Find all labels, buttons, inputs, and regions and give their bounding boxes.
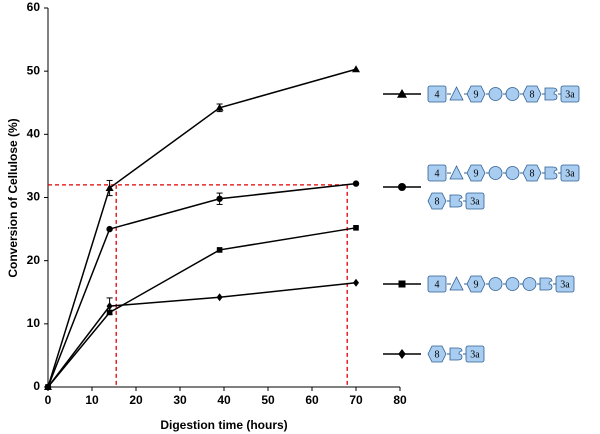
module-box xyxy=(465,345,485,363)
module-hex xyxy=(466,275,486,293)
module-circle xyxy=(505,166,520,180)
construct: 4 9 8 3a xyxy=(427,85,580,103)
dockerin xyxy=(544,166,558,180)
module-label: 9 xyxy=(474,168,479,179)
dockerin xyxy=(449,347,463,361)
y-tick-label: 20 xyxy=(27,253,41,267)
x-tick-label: 30 xyxy=(173,393,187,407)
module-label: 9 xyxy=(474,89,479,100)
legend-marker xyxy=(397,89,407,98)
x-tick-label: 40 xyxy=(217,393,231,407)
module-tri xyxy=(449,165,464,180)
module-label: 8 xyxy=(435,349,440,360)
series-line xyxy=(47,68,357,388)
module-label: 3a xyxy=(565,168,575,179)
module-label: 3a xyxy=(470,196,480,207)
legend-marker xyxy=(398,183,406,191)
module-box xyxy=(555,275,575,293)
module-label: 3a xyxy=(470,349,480,360)
y-tick-label: 40 xyxy=(27,127,41,141)
module-label: 4 xyxy=(435,89,440,100)
construct: 8 3a xyxy=(427,345,485,363)
dockerin xyxy=(544,87,558,101)
y-tick-label: 0 xyxy=(33,379,40,393)
module-hex xyxy=(466,164,486,182)
module-box xyxy=(427,85,447,103)
module-label: 9 xyxy=(474,279,479,290)
y-axis-label: Conversion of Cellulose (%) xyxy=(6,118,20,277)
x-tick-label: 20 xyxy=(129,393,143,407)
marker xyxy=(45,383,51,391)
x-tick-label: 10 xyxy=(85,393,99,407)
marker xyxy=(105,184,114,192)
y-tick-label: 50 xyxy=(27,63,41,77)
construct: 4 9 3a xyxy=(427,275,575,293)
module-circle xyxy=(488,166,503,180)
module-tri xyxy=(449,86,464,101)
module-box xyxy=(427,275,447,293)
module-box xyxy=(560,164,580,182)
marker xyxy=(216,293,223,302)
module-box xyxy=(560,85,580,103)
marker xyxy=(216,195,223,202)
module-circle xyxy=(505,277,520,291)
marker xyxy=(352,180,360,187)
legend-marker xyxy=(398,349,406,359)
dockerin xyxy=(539,277,553,291)
module-hex xyxy=(522,164,542,182)
module-hex xyxy=(427,192,447,210)
marker xyxy=(352,65,360,73)
legend-marker xyxy=(398,280,406,288)
marker xyxy=(216,247,223,253)
module-box xyxy=(465,192,485,210)
module-label: 3a xyxy=(565,89,575,100)
marker xyxy=(106,302,113,311)
module-label: 8 xyxy=(530,89,535,100)
module-circle xyxy=(505,87,520,101)
module-hex xyxy=(427,345,447,363)
y-tick-label: 60 xyxy=(27,0,41,14)
module-label: 8 xyxy=(435,196,440,207)
construct: 4 9 8 3a xyxy=(427,164,580,182)
module-circle xyxy=(488,277,503,291)
marker xyxy=(353,225,359,231)
y-tick-label: 10 xyxy=(27,316,41,330)
dockerin xyxy=(449,194,463,208)
x-tick-label: 70 xyxy=(349,393,363,407)
construct: 8 3a xyxy=(427,192,485,210)
module-box xyxy=(427,164,447,182)
x-tick-label: 60 xyxy=(305,393,319,407)
series-line xyxy=(47,282,357,388)
module-tri xyxy=(449,276,464,291)
series-line xyxy=(47,227,357,388)
module-hex xyxy=(522,85,542,103)
marker xyxy=(106,225,113,233)
module-label: 4 xyxy=(435,279,440,290)
x-tick-label: 50 xyxy=(261,393,275,407)
x-tick-label: 0 xyxy=(45,393,52,407)
module-circle xyxy=(522,277,537,291)
x-tick-label: 80 xyxy=(393,393,407,407)
series-line xyxy=(47,182,357,388)
x-axis-label: Digestion time (hours) xyxy=(160,418,287,432)
module-label: 3a xyxy=(560,279,570,290)
y-tick-label: 30 xyxy=(27,190,41,204)
module-circle xyxy=(488,87,503,101)
marker xyxy=(353,278,359,287)
module-hex xyxy=(466,85,486,103)
module-label: 4 xyxy=(435,168,440,179)
module-label: 8 xyxy=(530,168,535,179)
marker xyxy=(215,103,224,111)
